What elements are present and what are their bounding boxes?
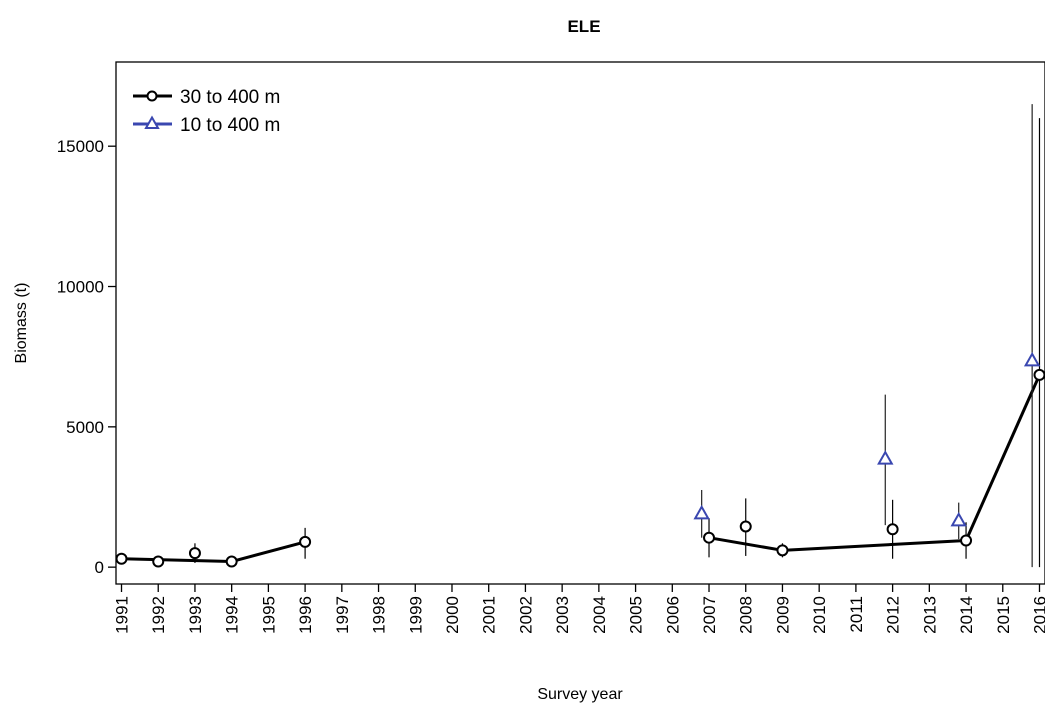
x-tick-label: 1993	[186, 596, 205, 634]
x-tick-label: 1991	[113, 596, 132, 634]
point-30-400	[739, 520, 752, 533]
series-line-30-400	[964, 374, 1041, 542]
y-axis-label: Biomass (t)	[13, 283, 30, 364]
point-30-400	[886, 523, 899, 536]
x-tick-label: 1992	[149, 596, 168, 634]
x-tick-label: 2010	[810, 596, 829, 634]
point-10-400	[1023, 351, 1041, 367]
point-30-400	[960, 534, 973, 547]
x-tick-label: 2008	[737, 596, 756, 634]
point-10-400	[693, 504, 710, 520]
x-tick-label: 2011	[847, 596, 866, 633]
point-10-400	[950, 511, 967, 527]
x-tick-label: 2016	[1030, 596, 1045, 634]
x-tick-label: 2014	[957, 596, 976, 634]
x-tick-label: 1995	[259, 596, 278, 634]
point-30-400	[152, 555, 165, 568]
y-tick-label: 15000	[57, 137, 104, 156]
point-30-400	[299, 535, 312, 548]
point-30-400	[776, 544, 789, 557]
y-tick-label: 10000	[57, 278, 104, 297]
point-30-400	[1033, 368, 1045, 381]
point-30-400	[703, 531, 716, 544]
x-tick-label: 2013	[920, 596, 939, 634]
x-tick-label: 2006	[663, 596, 682, 634]
y-axis: 0 5000 10000 15000	[57, 137, 116, 577]
series-line-30-400	[121, 557, 232, 564]
legend-marker-circle	[146, 90, 158, 102]
x-tick-label: 1997	[333, 596, 352, 634]
x-tick-label: 1994	[223, 596, 242, 634]
x-tick-label: 2015	[994, 596, 1013, 634]
x-tick-label: 2001	[480, 596, 499, 634]
x-tick-label: 1999	[406, 596, 425, 634]
legend: 30 to 400 m 10 to 400 m	[133, 87, 280, 136]
x-tick-label: 2003	[553, 596, 572, 634]
point-30-400	[225, 555, 238, 568]
legend-label-10-400: 10 to 400 m	[180, 115, 280, 136]
legend-marker-triangle	[144, 115, 160, 129]
chart-title: ELE	[567, 17, 600, 36]
x-tick-label: 2004	[590, 596, 609, 634]
series-line-30-400	[782, 539, 967, 552]
series-line-30-400	[231, 540, 306, 563]
x-tick-label: 2007	[700, 596, 719, 634]
series-layer	[115, 104, 1045, 568]
y-tick-label: 0	[95, 558, 104, 577]
x-tick-label: 2005	[627, 596, 646, 634]
x-tick-label: 2009	[773, 596, 792, 634]
x-tick-label: 2002	[516, 596, 535, 634]
x-tick-label: 1998	[370, 596, 389, 634]
x-axis: 1991 1992 1993 1994 1995 1996 1997 1998 1999 2000…	[113, 584, 1045, 634]
plot-area	[115, 61, 1045, 585]
legend-label-30-400: 30 to 400 m	[180, 87, 280, 108]
point-30-400	[188, 547, 201, 560]
x-axis-label: Survey year	[537, 686, 623, 703]
x-tick-label: 2012	[884, 596, 903, 634]
point-30-400	[115, 552, 128, 565]
x-tick-label: 2000	[443, 596, 462, 634]
y-tick-label: 5000	[66, 418, 104, 437]
x-tick-label: 1996	[296, 596, 315, 634]
point-10-400	[877, 450, 894, 465]
